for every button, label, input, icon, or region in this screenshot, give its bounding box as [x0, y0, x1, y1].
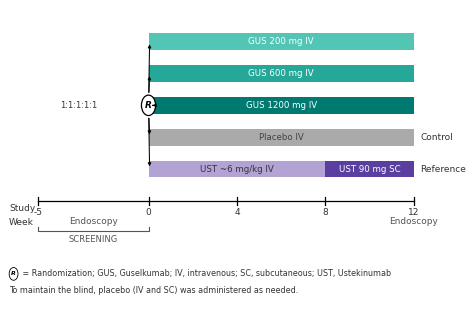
Text: Endoscopy: Endoscopy: [390, 217, 438, 226]
Text: Endoscopy: Endoscopy: [69, 217, 118, 226]
Circle shape: [9, 268, 18, 280]
Text: SCREENING: SCREENING: [69, 234, 118, 244]
Text: Study: Study: [9, 204, 36, 213]
Text: R: R: [145, 101, 152, 110]
Text: Placebo IV: Placebo IV: [259, 133, 304, 142]
Text: 0: 0: [146, 208, 151, 217]
Text: GUS 1200 mg IV: GUS 1200 mg IV: [246, 101, 317, 110]
Text: GUS 200 mg IV: GUS 200 mg IV: [248, 37, 314, 46]
FancyBboxPatch shape: [148, 97, 414, 114]
Text: 1:1:1:1:1: 1:1:1:1:1: [60, 101, 98, 110]
Text: Reference: Reference: [420, 165, 466, 174]
Text: 12: 12: [408, 208, 419, 217]
FancyBboxPatch shape: [148, 65, 414, 82]
Text: Week: Week: [9, 218, 34, 227]
Circle shape: [141, 95, 155, 116]
Text: 8: 8: [323, 208, 328, 217]
Text: GUS 600 mg IV: GUS 600 mg IV: [248, 69, 314, 78]
Text: -5: -5: [34, 208, 42, 217]
Text: Control: Control: [420, 133, 453, 142]
FancyBboxPatch shape: [148, 33, 414, 50]
FancyBboxPatch shape: [148, 129, 414, 146]
FancyBboxPatch shape: [148, 161, 326, 178]
Text: To maintain the blind, placebo (IV and SC) was administered as needed.: To maintain the blind, placebo (IV and S…: [9, 286, 299, 295]
Text: = Randomization; GUS, Guselkumab; IV, intravenous; SC, subcutaneous; UST, Usteki: = Randomization; GUS, Guselkumab; IV, in…: [20, 270, 392, 278]
Text: UST ~6 mg/kg IV: UST ~6 mg/kg IV: [200, 165, 274, 174]
Text: 4: 4: [234, 208, 240, 217]
FancyBboxPatch shape: [326, 161, 414, 178]
Text: R: R: [11, 271, 16, 276]
Text: UST 90 mg SC: UST 90 mg SC: [339, 165, 401, 174]
